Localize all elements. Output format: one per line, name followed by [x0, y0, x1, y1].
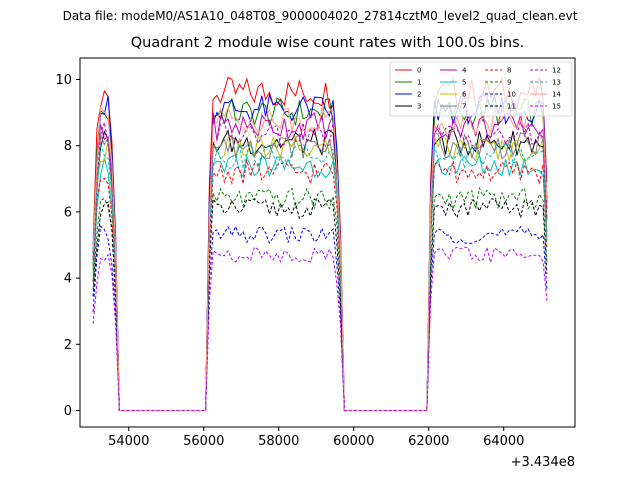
legend-label: 11: [507, 103, 516, 111]
x-axis: 54000 56000 58000 60000 62000 64000: [108, 427, 524, 449]
series-line-10: [92, 225, 548, 411]
y-tick-label: 0: [64, 404, 72, 419]
y-axis: 0 2 4 6 8 10: [55, 73, 80, 419]
legend-label: 13: [552, 79, 561, 87]
legend-label: 10: [507, 91, 516, 99]
y-tick-label: 6: [64, 205, 72, 220]
series-line-9: [92, 186, 548, 411]
series-line-15: [92, 245, 548, 411]
legend-label: 15: [552, 103, 561, 111]
y-tick-label: 2: [64, 338, 72, 353]
chart-title: Quadrant 2 module wise count rates with …: [130, 35, 525, 51]
x-tick-label: 62000: [408, 434, 449, 449]
legend-label: 12: [552, 67, 561, 75]
x-tick-label: 60000: [333, 434, 374, 449]
legend-label: 1: [417, 79, 421, 87]
legend-label: 7: [462, 103, 466, 111]
legend-label: 5: [462, 79, 466, 87]
legend-label: 6: [462, 91, 467, 99]
legend-label: 4: [462, 67, 467, 75]
legend-label: 14: [552, 91, 561, 99]
x-tick-label: 54000: [108, 434, 149, 449]
series-line-13: [92, 142, 548, 411]
y-tick-label: 8: [64, 139, 72, 154]
series-line-6: [92, 135, 548, 411]
legend-label: 3: [417, 103, 421, 111]
x-axis-offset-label: +3.434e8: [511, 455, 575, 470]
y-tick-label: 10: [55, 73, 72, 88]
series-line-8: [92, 160, 548, 411]
y-tick-label: 4: [64, 272, 72, 287]
series-line-11: [92, 197, 548, 411]
series-line-0: [92, 76, 548, 411]
x-tick-label: 64000: [483, 434, 524, 449]
figure-suptitle: Data file: modeM0/AS1A10_048T08_90000040…: [62, 9, 578, 23]
legend-box: [389, 61, 573, 117]
legend-label: 2: [417, 91, 421, 99]
legend-label: 0: [417, 67, 421, 75]
x-tick-label: 58000: [258, 434, 299, 449]
plot-frame: [79, 57, 576, 428]
legend-label: 8: [507, 67, 511, 75]
series-line-3: [92, 127, 548, 411]
x-tick-label: 56000: [183, 434, 224, 449]
plot-lines: [92, 76, 548, 411]
series-line-12: [92, 120, 548, 411]
legend-label: 9: [507, 79, 511, 87]
